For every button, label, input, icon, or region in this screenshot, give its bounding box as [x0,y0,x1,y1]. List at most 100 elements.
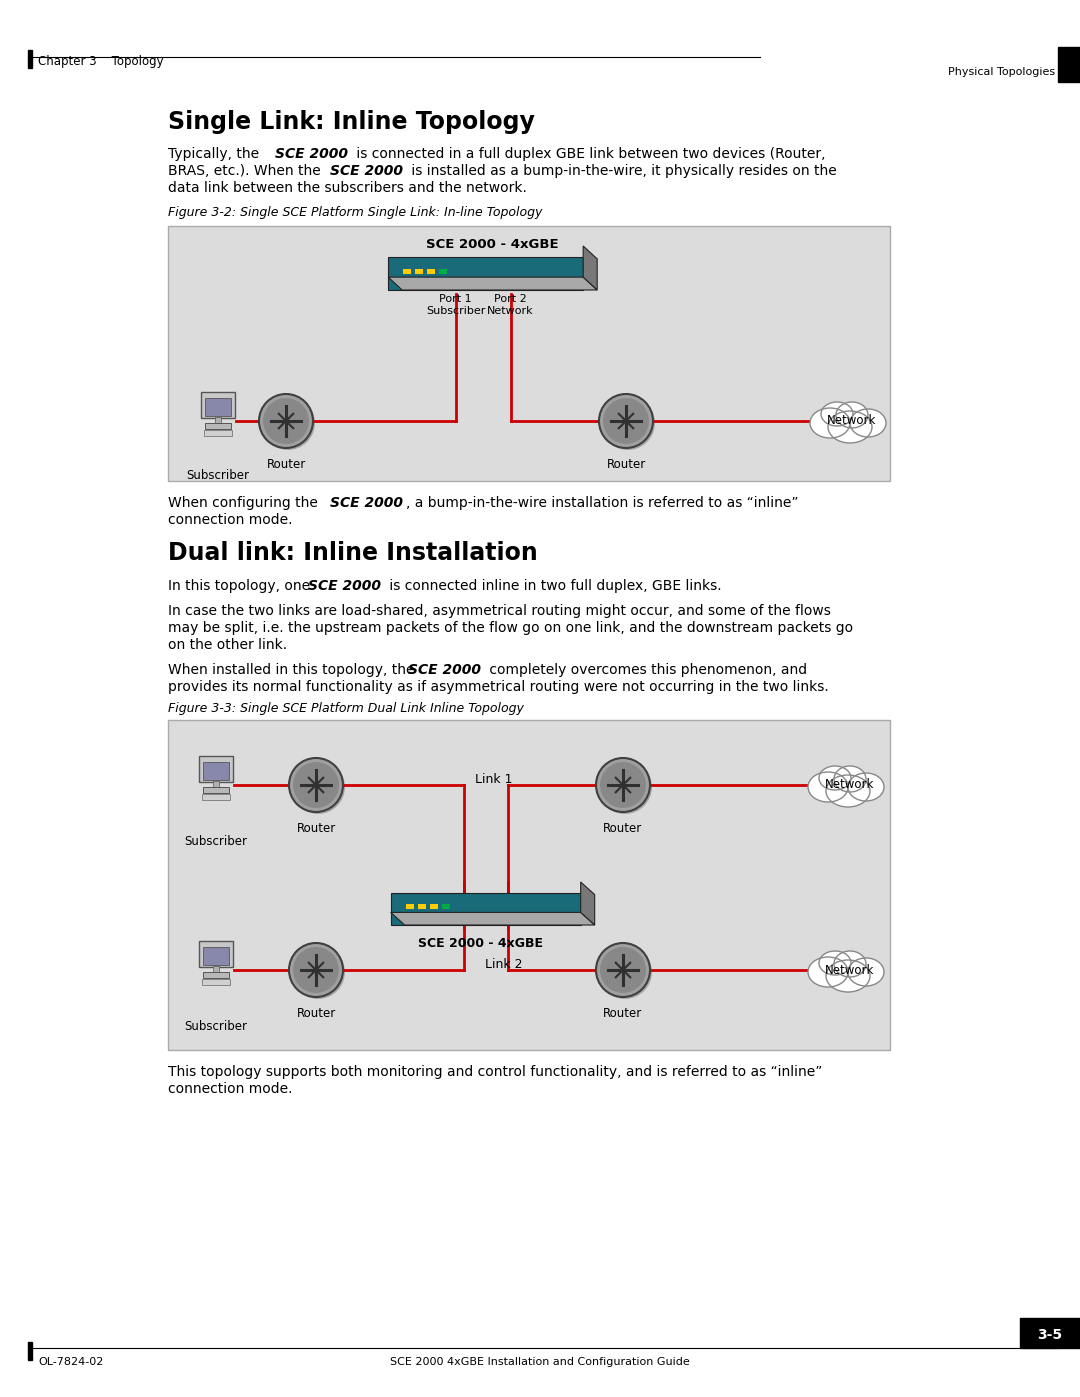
Circle shape [598,944,652,999]
Text: Figure 3-2: Single SCE Platform Single Link: In-line Topology: Figure 3-2: Single SCE Platform Single L… [168,205,542,219]
Bar [28,1343,32,1361]
Text: In this topology, one: In this topology, one [168,578,314,592]
Text: OL-7824-02: OL-7824-02 [38,1356,104,1368]
Text: is installed as a bump-in-the-wire, it physically resides on the: is installed as a bump-in-the-wire, it p… [407,163,837,177]
Text: SCE 2000 - 4xGBE: SCE 2000 - 4xGBE [418,937,543,950]
Bar [428,270,435,274]
Text: SCE 2000: SCE 2000 [308,578,381,592]
Ellipse shape [808,957,848,988]
Circle shape [289,943,343,997]
Text: completely overcomes this phenomenon, and: completely overcomes this phenomenon, an… [485,664,807,678]
Text: Router: Router [604,1007,643,1020]
Bar [1058,47,1080,82]
Ellipse shape [828,411,872,443]
Text: , a bump-in-the-wire installation is referred to as “inline”: , a bump-in-the-wire installation is ref… [406,496,798,510]
Bar [215,416,221,425]
Bar [213,965,219,974]
Bar [391,893,581,925]
Text: 3-5: 3-5 [1038,1329,1063,1343]
Circle shape [291,944,345,999]
Bar [415,270,423,274]
Bar [199,756,233,782]
Bar [203,947,229,965]
Text: Link 1: Link 1 [475,773,512,787]
Text: SCE 2000: SCE 2000 [408,664,481,678]
Bar [205,398,231,416]
Text: Subscriber: Subscriber [185,835,247,848]
Polygon shape [581,882,595,925]
Bar [213,781,219,789]
Bar [388,257,583,291]
Text: Port 1
Subscriber: Port 1 Subscriber [426,293,485,316]
Text: Network: Network [825,964,875,977]
Text: Physical Topologies: Physical Topologies [948,67,1055,77]
Ellipse shape [834,766,866,792]
Text: Port 2
Network: Port 2 Network [487,293,534,316]
Bar [440,270,447,274]
Bar [168,226,890,481]
Text: Figure 3-3: Single SCE Platform Dual Link Inline Topology: Figure 3-3: Single SCE Platform Dual Lin… [168,703,524,715]
Ellipse shape [810,408,850,439]
Circle shape [600,395,654,450]
Circle shape [291,760,345,814]
Text: Router: Router [604,821,643,835]
Bar [442,904,449,909]
Bar [203,787,229,793]
Ellipse shape [826,960,870,992]
Circle shape [598,760,652,814]
Bar [203,972,229,978]
Text: BRAS, etc.). When the: BRAS, etc.). When the [168,163,325,177]
Text: SCE 2000: SCE 2000 [330,163,403,177]
Circle shape [259,394,313,448]
Text: Network: Network [827,415,877,427]
Bar [430,904,437,909]
Text: is connected inline in two full duplex, GBE links.: is connected inline in two full duplex, … [384,578,721,592]
Bar [1020,1317,1080,1348]
Text: In case the two links are load-shared, asymmetrical routing might occur, and som: In case the two links are load-shared, a… [168,604,831,617]
Bar [418,904,426,909]
Text: Typically, the: Typically, the [168,147,264,161]
Text: SCE 2000: SCE 2000 [330,496,403,510]
Polygon shape [388,277,597,291]
Text: When configuring the: When configuring the [168,496,322,510]
Ellipse shape [848,958,885,986]
Ellipse shape [819,951,851,975]
Bar [28,50,32,68]
Text: SCE 2000 4xGBE Installation and Configuration Guide: SCE 2000 4xGBE Installation and Configur… [390,1356,690,1368]
Circle shape [264,398,309,444]
Circle shape [261,395,315,450]
Text: Single Link: Inline Topology: Single Link: Inline Topology [168,110,535,134]
Ellipse shape [826,775,870,807]
Circle shape [603,398,649,444]
Text: When installed in this topology, the: When installed in this topology, the [168,664,419,678]
Bar [205,423,231,429]
Text: Router: Router [606,458,646,471]
Bar [203,761,229,780]
Text: SCE 2000 - 4xGBE: SCE 2000 - 4xGBE [427,237,559,251]
Ellipse shape [821,402,853,426]
Circle shape [600,761,646,807]
Text: This topology supports both monitoring and control functionality, and is referre: This topology supports both monitoring a… [168,1065,822,1078]
Polygon shape [583,246,597,291]
Ellipse shape [819,766,851,789]
Text: Router: Router [296,1007,336,1020]
Ellipse shape [848,773,885,800]
Text: connection mode.: connection mode. [168,513,293,527]
Text: SCE 2000: SCE 2000 [275,147,348,161]
Text: is connected in a full duplex GBE link between two devices (Router,: is connected in a full duplex GBE link b… [352,147,825,161]
Bar [201,393,235,418]
Ellipse shape [834,951,866,977]
Bar [202,979,230,985]
Circle shape [293,947,339,993]
Text: on the other link.: on the other link. [168,638,287,652]
Text: Link 2: Link 2 [485,958,523,971]
Polygon shape [391,912,595,925]
Bar [403,270,411,274]
Text: Subscriber: Subscriber [187,469,249,482]
Bar [202,793,230,800]
Text: Chapter 3    Topology: Chapter 3 Topology [38,56,164,68]
Ellipse shape [808,773,848,802]
Circle shape [596,943,650,997]
Ellipse shape [836,402,868,427]
Circle shape [293,761,339,807]
